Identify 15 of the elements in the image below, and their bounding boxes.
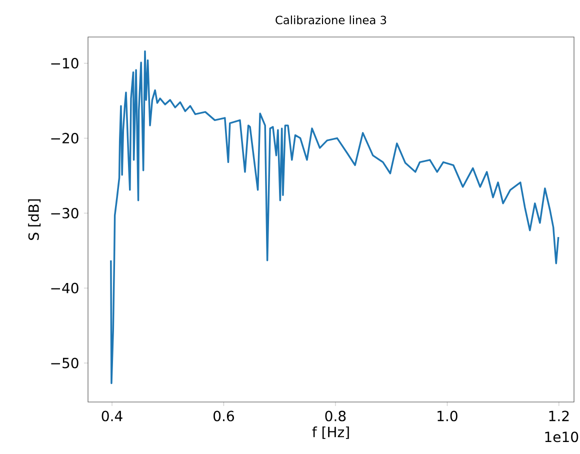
y-tick-label: −10 bbox=[51, 58, 78, 69]
y-tick-label: −30 bbox=[51, 208, 78, 218]
chart-title: Calibrazione linea 3 bbox=[276, 16, 386, 24]
x-tick-label: 0.8 bbox=[325, 410, 346, 422]
y-tick-label: −20 bbox=[51, 132, 78, 144]
y-axis-title: S [dB] bbox=[28, 199, 41, 240]
y-tick-label: −40 bbox=[51, 282, 78, 294]
x-tick-label: 1.0 bbox=[438, 410, 458, 422]
x-axis-title: f [Hz] bbox=[312, 426, 349, 439]
text: 1e10 bbox=[545, 432, 578, 442]
line-series bbox=[110, 50, 560, 384]
x-tick-label: 0.4 bbox=[102, 410, 122, 422]
x-tick-label: 0.6 bbox=[214, 410, 234, 422]
x-tick-label: 1.2 bbox=[549, 410, 569, 422]
y-tick-label: −50 bbox=[51, 358, 78, 368]
